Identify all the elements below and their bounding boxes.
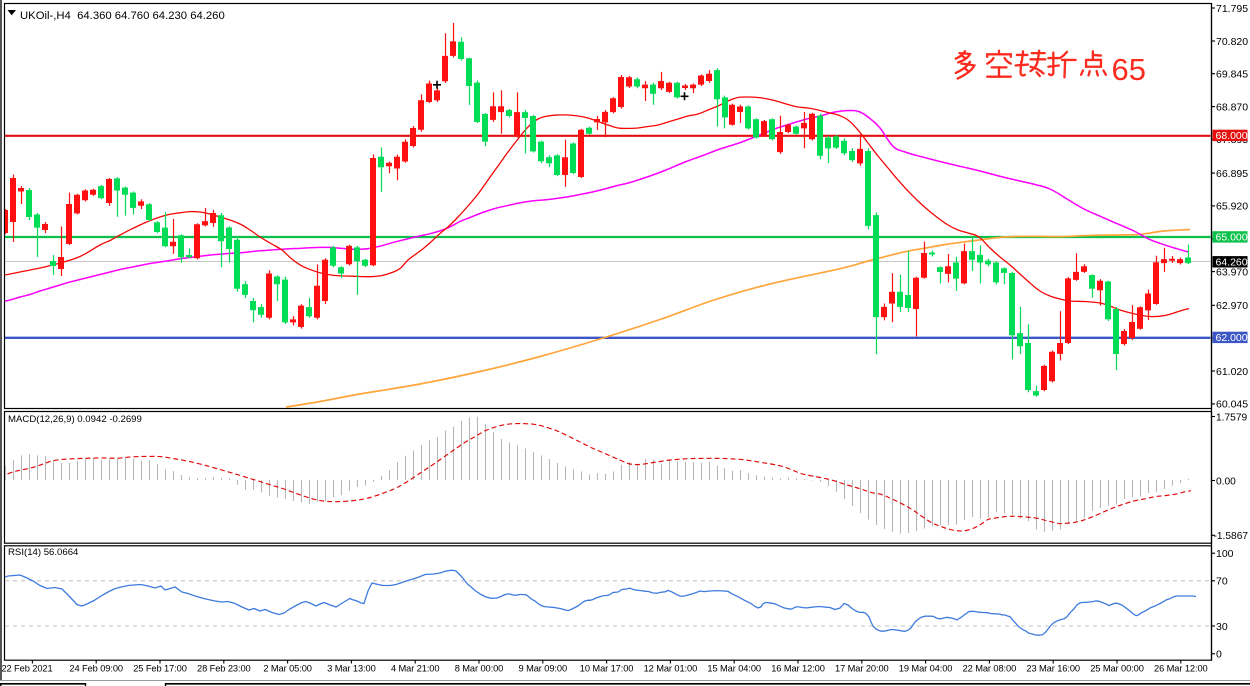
svg-text:15 Mar 04:00: 15 Mar 04:00 [707, 664, 761, 674]
svg-text:3 Mar 13:00: 3 Mar 13:00 [327, 664, 376, 674]
svg-text:65.000: 65.000 [1216, 232, 1248, 244]
svg-text:70: 70 [1216, 576, 1228, 588]
svg-text:70.820: 70.820 [1216, 36, 1248, 48]
svg-text:25 Feb 17:00: 25 Feb 17:00 [133, 664, 187, 674]
svg-text:RSI(14) 56.0664: RSI(14) 56.0664 [8, 547, 79, 558]
svg-text:22 Feb 2021: 22 Feb 2021 [1, 664, 52, 674]
svg-text:30: 30 [1216, 621, 1228, 633]
svg-text:65: 65 [1112, 52, 1146, 87]
svg-text:16 Mar 12:00: 16 Mar 12:00 [771, 664, 825, 674]
svg-text:UKOil-,H4 64.360 64.760 64.23: UKOil-,H4 64.360 64.760 64.230 64.260 [20, 10, 225, 22]
svg-text:68.000: 68.000 [1216, 130, 1248, 142]
svg-text:66.895: 66.895 [1216, 168, 1248, 180]
svg-text:-1.5867: -1.5867 [1214, 531, 1249, 542]
svg-text:4 Mar 21:00: 4 Mar 21:00 [391, 664, 440, 674]
svg-text:1.7579: 1.7579 [1216, 412, 1247, 423]
svg-text:26 Mar 12:00: 26 Mar 12:00 [1154, 664, 1208, 674]
svg-text:8 Mar 00:00: 8 Mar 00:00 [455, 664, 504, 674]
svg-text:68.870: 68.870 [1216, 101, 1248, 113]
svg-text:24 Feb 09:00: 24 Feb 09:00 [69, 664, 123, 674]
svg-text:69.845: 69.845 [1216, 69, 1248, 81]
svg-text:63.970: 63.970 [1216, 266, 1248, 278]
svg-text:62.970: 62.970 [1216, 300, 1248, 312]
svg-text:28 Feb 23:00: 28 Feb 23:00 [197, 664, 251, 674]
svg-text:62.000: 62.000 [1216, 332, 1248, 344]
svg-text:60.045: 60.045 [1216, 399, 1248, 411]
svg-text:2 Mar 05:00: 2 Mar 05:00 [263, 664, 312, 674]
svg-text:100: 100 [1216, 548, 1234, 560]
svg-text:65.920: 65.920 [1216, 201, 1248, 213]
svg-text:17 Mar 20:00: 17 Mar 20:00 [835, 664, 889, 674]
svg-text:23 Mar 16:00: 23 Mar 16:00 [1026, 664, 1080, 674]
svg-text:19 Mar 04:00: 19 Mar 04:00 [899, 664, 953, 674]
svg-text:MACD(12,26,9) 0.0942 -0.2699: MACD(12,26,9) 0.0942 -0.2699 [8, 414, 142, 425]
svg-text:61.020: 61.020 [1216, 366, 1248, 378]
svg-text:12 Mar 01:00: 12 Mar 01:00 [644, 664, 698, 674]
svg-text:25 Mar 00:00: 25 Mar 00:00 [1090, 664, 1144, 674]
svg-text:0: 0 [1216, 649, 1222, 661]
svg-text:9 Mar 09:00: 9 Mar 09:00 [519, 664, 568, 674]
svg-text:71.795: 71.795 [1216, 3, 1248, 15]
svg-text:22 Mar 08:00: 22 Mar 08:00 [963, 664, 1017, 674]
svg-text:0.00: 0.00 [1216, 476, 1236, 487]
svg-text:10 Mar 17:00: 10 Mar 17:00 [580, 664, 634, 674]
svg-text:64.260: 64.260 [1216, 257, 1248, 269]
